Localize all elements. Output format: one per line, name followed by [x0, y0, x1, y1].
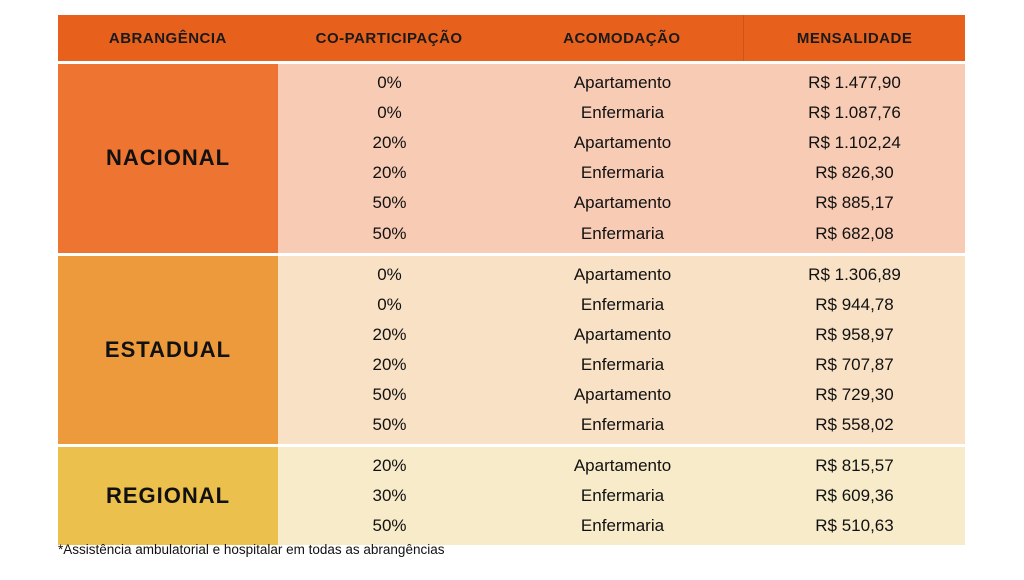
header-mensalidade: MENSALIDADE — [796, 29, 913, 47]
cell-coparticipacao: 0% — [377, 294, 402, 314]
cell-mensalidade: R$ 729,30 — [815, 384, 894, 404]
group-regional: REGIONAL 20% Apartamento R$ 815,57 30% E… — [58, 447, 965, 546]
cell-mensalidade: R$ 1.477,90 — [808, 73, 901, 93]
cell-coparticipacao: 50% — [372, 415, 407, 435]
cell-mensalidade: R$ 707,87 — [815, 354, 894, 374]
cell-mensalidade: R$ 510,63 — [815, 516, 894, 536]
cell-acomodacao: Apartamento — [573, 384, 672, 404]
cell-acomodacao: Enfermaria — [580, 163, 665, 183]
header-coparticipacao: CO-PARTICIPAÇÃO — [315, 29, 463, 47]
table-row: 0% Enfermaria R$ 1.087,76 — [278, 98, 965, 128]
table-row: 50% Enfermaria R$ 510,63 — [278, 511, 965, 541]
cell-acomodacao: Enfermaria — [580, 294, 665, 314]
table-row: 0% Apartamento R$ 1.477,90 — [278, 68, 965, 98]
cell-acomodacao: Apartamento — [573, 456, 672, 476]
cell-acomodacao: Apartamento — [573, 324, 672, 344]
cell-coparticipacao: 50% — [372, 223, 407, 243]
cell-coparticipacao: 0% — [377, 73, 402, 93]
group-rows-estadual: 0% Apartamento R$ 1.306,89 0% Enfermaria… — [278, 255, 965, 445]
table-row: 30% Enfermaria R$ 609,36 — [278, 481, 965, 511]
cell-coparticipacao: 50% — [372, 516, 407, 536]
table-row: 20% Apartamento R$ 1.102,24 — [278, 128, 965, 158]
cell-acomodacao: Enfermaria — [580, 486, 665, 506]
cell-coparticipacao: 20% — [372, 133, 407, 153]
group-rows-nacional: 0% Apartamento R$ 1.477,90 0% Enfermaria… — [278, 64, 965, 253]
cell-acomodacao: Enfermaria — [580, 223, 665, 243]
cell-acomodacao: Apartamento — [573, 73, 672, 93]
cell-coparticipacao: 30% — [372, 486, 407, 506]
cell-acomodacao: Apartamento — [573, 133, 672, 153]
table-row: 20% Enfermaria R$ 707,87 — [278, 350, 965, 380]
header-acomodacao: ACOMODAÇÃO — [501, 15, 745, 61]
cell-mensalidade: R$ 1.102,24 — [808, 133, 901, 153]
group-label-estadual: ESTADUAL — [58, 255, 278, 445]
group-label-regional: REGIONAL — [58, 447, 278, 546]
group-rows-regional: 20% Apartamento R$ 815,57 30% Enfermaria… — [278, 447, 965, 546]
group-nacional: NACIONAL 0% Apartamento R$ 1.477,90 0% E… — [58, 64, 965, 253]
cell-coparticipacao: 20% — [372, 456, 407, 476]
cell-mensalidade: R$ 815,57 — [815, 456, 894, 476]
cell-coparticipacao: 50% — [372, 384, 407, 404]
header-abrangencia: ABRANGÊNCIA — [108, 29, 227, 47]
cell-mensalidade: R$ 826,30 — [815, 163, 894, 183]
table-row: 50% Enfermaria R$ 682,08 — [278, 218, 965, 248]
cell-mensalidade: R$ 958,97 — [815, 324, 894, 344]
cell-coparticipacao: 20% — [372, 354, 407, 374]
footnote: *Assistência ambulatorial e hospitalar e… — [58, 542, 445, 557]
cell-coparticipacao: 0% — [377, 264, 402, 284]
table-row: 50% Enfermaria R$ 558,02 — [278, 410, 965, 440]
cell-coparticipacao: 50% — [372, 193, 407, 213]
table-row: 20% Apartamento R$ 815,57 — [278, 451, 965, 481]
cell-coparticipacao: 20% — [372, 163, 407, 183]
cell-coparticipacao: 0% — [377, 103, 402, 123]
cell-acomodacao: Enfermaria — [580, 103, 665, 123]
group-label-nacional: NACIONAL — [58, 64, 278, 253]
cell-acomodacao: Enfermaria — [580, 516, 665, 536]
table-row: 20% Enfermaria R$ 826,30 — [278, 158, 965, 188]
group-estadual: ESTADUAL 0% Apartamento R$ 1.306,89 0% E… — [58, 255, 965, 445]
cell-mensalidade: R$ 944,78 — [815, 294, 894, 314]
table-header: ABRANGÊNCIA CO-PARTICIPAÇÃO ACOMODAÇÃO M… — [58, 15, 965, 61]
cell-coparticipacao: 20% — [372, 324, 407, 344]
cell-acomodacao: Enfermaria — [580, 354, 665, 374]
table-row: 0% Enfermaria R$ 944,78 — [278, 290, 965, 320]
cell-acomodacao: Enfermaria — [580, 415, 665, 435]
table-row: 50% Apartamento R$ 885,17 — [278, 188, 965, 218]
cell-acomodacao: Apartamento — [573, 264, 672, 284]
cell-mensalidade: R$ 885,17 — [815, 193, 894, 213]
cell-mensalidade: R$ 609,36 — [815, 486, 894, 506]
cell-mensalidade: R$ 1.306,89 — [808, 264, 901, 284]
price-table: ABRANGÊNCIA CO-PARTICIPAÇÃO ACOMODAÇÃO M… — [58, 15, 965, 546]
table-row: 0% Apartamento R$ 1.306,89 — [278, 260, 965, 290]
table-row: 50% Apartamento R$ 729,30 — [278, 380, 965, 410]
cell-mensalidade: R$ 1.087,76 — [808, 103, 901, 123]
cell-mensalidade: R$ 682,08 — [815, 223, 894, 243]
cell-acomodacao: Apartamento — [573, 193, 672, 213]
cell-mensalidade: R$ 558,02 — [815, 415, 894, 435]
table-row: 20% Apartamento R$ 958,97 — [278, 320, 965, 350]
